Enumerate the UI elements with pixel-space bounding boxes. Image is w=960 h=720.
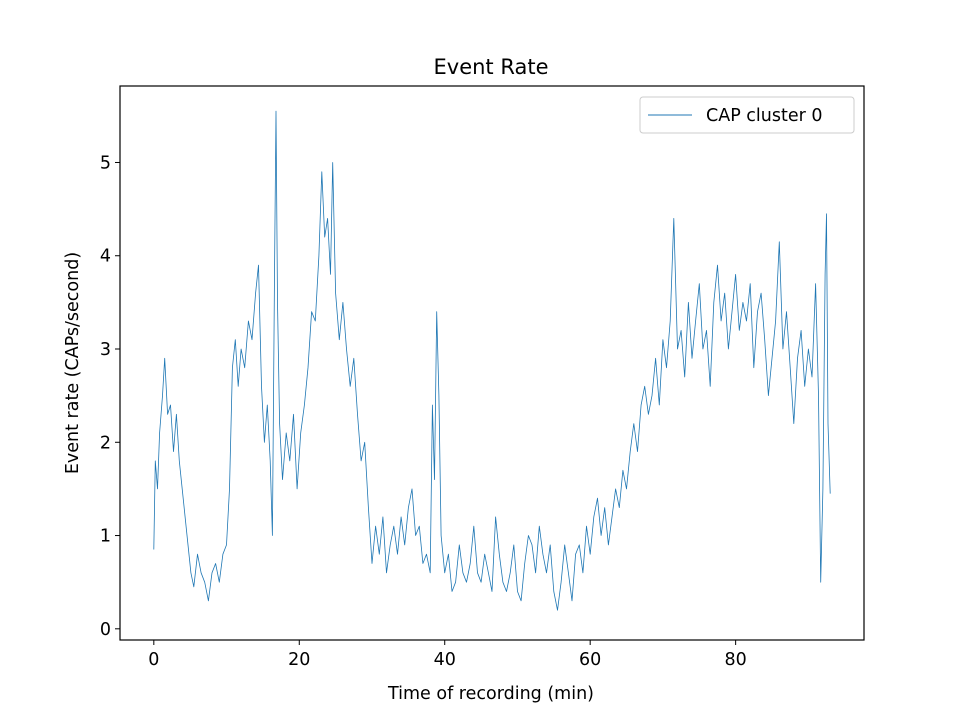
x-tick-label: 20 — [288, 650, 310, 670]
legend: CAP cluster 0 — [639, 96, 855, 134]
chart-title: Event Rate — [434, 55, 549, 79]
x-tick-label: 0 — [148, 650, 159, 670]
y-tick-label: 2 — [100, 433, 111, 453]
axes-frame — [119, 85, 865, 641]
plot-area — [153, 110, 831, 611]
legend-frame — [639, 96, 855, 134]
y-axis-ticks: 0 1 2 3 4 5 — [100, 153, 120, 640]
y-tick-label: 5 — [100, 153, 111, 173]
y-tick-label: 3 — [100, 340, 111, 360]
y-tick-label: 1 — [100, 527, 111, 547]
y-tick-label: 4 — [100, 247, 111, 267]
legend-label-cap-cluster-0: CAP cluster 0 — [706, 106, 823, 126]
x-axis-label: Time of recording (min) — [387, 684, 594, 704]
series-line-cap-cluster-0 — [153, 110, 831, 611]
y-tick-label: 0 — [100, 620, 111, 640]
x-tick-label: 40 — [434, 650, 456, 670]
x-tick-label: 80 — [724, 650, 746, 670]
x-axis-ticks: 0 20 40 60 80 — [148, 640, 747, 670]
x-tick-label: 60 — [579, 650, 601, 670]
y-axis-label: Event rate (CAPs/second) — [63, 252, 83, 474]
